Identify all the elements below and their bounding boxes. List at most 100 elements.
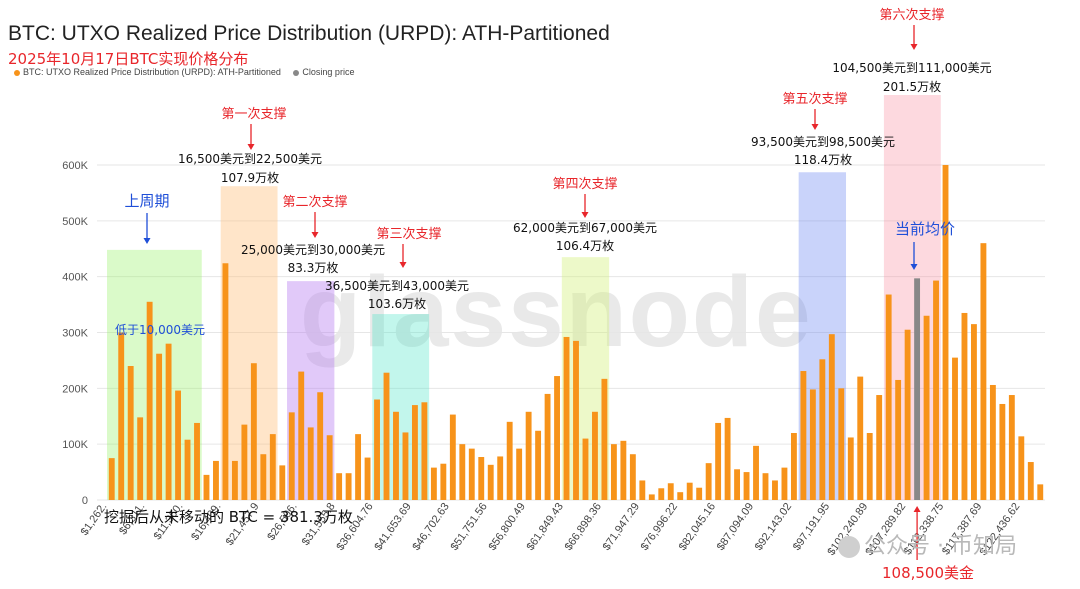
bar [914, 278, 921, 500]
bar [307, 427, 314, 500]
bar [686, 482, 693, 500]
bar [260, 454, 267, 500]
bar [772, 480, 778, 500]
bar [497, 456, 504, 500]
bar [430, 467, 437, 500]
bar [487, 464, 494, 500]
bar [118, 332, 125, 500]
bar [535, 430, 542, 500]
bar [677, 492, 684, 500]
bar [819, 359, 826, 500]
bar [838, 388, 845, 500]
x-tick-label: $76,996.22 [639, 501, 680, 553]
bar [715, 422, 722, 500]
bar [601, 378, 608, 500]
previous-cycle-label: 上周期 [124, 192, 169, 210]
bar [885, 294, 892, 500]
bar [847, 437, 854, 500]
support-band [220, 186, 278, 500]
bar [554, 376, 560, 500]
support-3-arrow-head [399, 262, 407, 268]
bar [800, 371, 807, 500]
bar [658, 488, 665, 500]
bar [828, 334, 835, 500]
bar [1027, 462, 1034, 500]
bar [923, 315, 930, 500]
bar [866, 433, 873, 500]
bar [667, 483, 674, 500]
support-6-name: 第六次支撑 [879, 7, 944, 23]
support-2-range: 25,000美元到30,000美元 [241, 243, 385, 257]
support-1-amount: 107.9万枚 [221, 170, 279, 185]
support-6-arrow-head [910, 44, 918, 50]
bar [629, 454, 636, 500]
support-2-name: 第二次支撑 [282, 194, 347, 210]
legend-label-closing: Closing price [302, 67, 355, 77]
unmoved-btc-note: 挖掘后从未移动的 BTC = 381.3万枚 [104, 508, 353, 526]
bar [971, 324, 977, 500]
bar [573, 340, 579, 500]
support-bands [107, 95, 941, 500]
bar [440, 463, 447, 500]
bar [298, 371, 305, 500]
x-tick-label: $46,702.63 [410, 501, 451, 553]
bar [705, 463, 712, 500]
bar [734, 469, 741, 500]
bar [146, 301, 153, 500]
legend-item-closing-price[interactable]: Closing price [293, 67, 354, 77]
bar [544, 393, 551, 500]
bar [108, 458, 115, 500]
support-3-range: 36,500美元到43,000美元 [325, 279, 469, 293]
previous-cycle-arrow-head [143, 238, 151, 244]
bar-series [108, 165, 1044, 500]
bar [961, 312, 968, 500]
bar [326, 435, 333, 500]
bar [156, 353, 163, 500]
support-2-amount: 83.3万枚 [288, 260, 339, 275]
bar [592, 411, 598, 500]
bar [449, 414, 456, 500]
support-4-amount: 106.4万枚 [556, 238, 614, 253]
y-axis-ticks: 0 100K 200K 300K 400K 500K 600K [62, 160, 88, 507]
support-3-amount: 103.6万枚 [368, 296, 426, 311]
x-tick-label: $66,898.36 [563, 501, 604, 553]
bar [203, 474, 210, 500]
bar [620, 440, 627, 500]
support-5-name: 第五次支撑 [782, 91, 847, 107]
bar [288, 412, 295, 500]
bar [724, 417, 731, 500]
current-average-arrow-head [910, 264, 918, 270]
bar [374, 399, 380, 500]
x-tick-label: $87,094.09 [715, 501, 756, 553]
bar [269, 434, 276, 500]
support-1-arrow-head [247, 144, 255, 150]
x-tick-label: $97,191.95 [791, 501, 832, 553]
bar [459, 444, 466, 500]
x-tick-label: $71,947.29 [601, 501, 642, 553]
closing-price-label: 108,500美金 [882, 564, 974, 582]
bar [355, 434, 362, 500]
x-tick-label: $56,800.49 [487, 501, 528, 553]
bar [1018, 436, 1025, 500]
chart-title: BTC: UTXO Realized Price Distribution (U… [8, 22, 610, 45]
support-4-range: 62,000美元到67,000美元 [513, 221, 657, 235]
logo-text: 公众号 · 币知局 [864, 534, 1017, 559]
x-tick-label: $41,653.69 [372, 501, 413, 553]
y-tick-label: 300K [62, 328, 88, 340]
legend-item-urpd[interactable]: BTC: UTXO Realized Price Distribution (U… [14, 67, 283, 77]
support-6-range: 104,500美元到111,000美元 [832, 61, 991, 75]
bar [421, 402, 428, 500]
support-band [372, 314, 430, 500]
bar [516, 448, 523, 500]
bar [478, 457, 485, 500]
bar [1008, 395, 1015, 500]
wechat-logo: 公众号 · 币知局 [838, 528, 1017, 560]
bar [213, 460, 219, 500]
bar [762, 473, 769, 500]
bar [231, 460, 238, 500]
legend-label-urpd: BTC: UTXO Realized Price Distribution (U… [23, 67, 281, 77]
support-4-name: 第四次支撑 [552, 176, 617, 192]
y-tick-label: 600K [62, 160, 88, 172]
bar [639, 480, 646, 500]
